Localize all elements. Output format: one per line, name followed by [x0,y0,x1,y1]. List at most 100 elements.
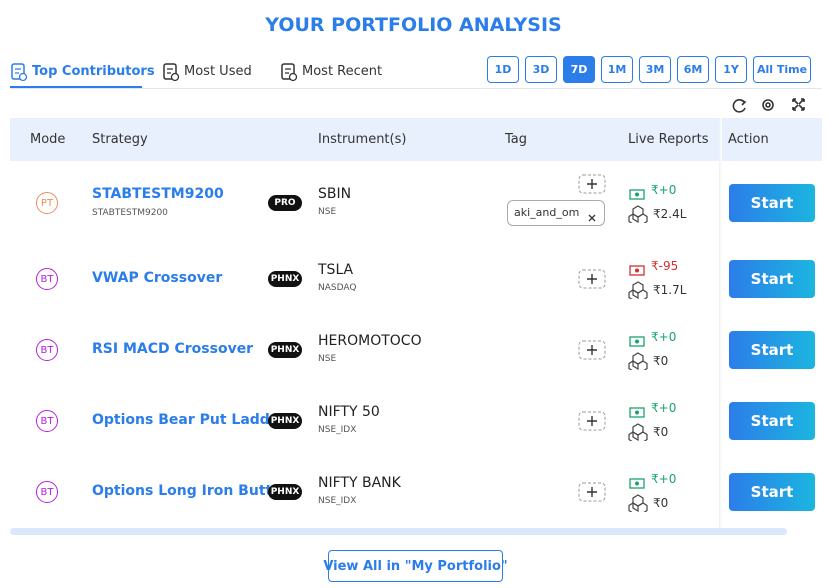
column-header: Mode [30,132,66,147]
start-button[interactable]: Start [729,331,815,369]
tab[interactable]: Top Contributors [32,64,155,79]
capital-icon [628,423,648,443]
platform-badge: PHNX [268,271,302,287]
pnl-icon [629,261,645,276]
tag-remove-svg [588,214,596,222]
strategy-name[interactable]: VWAP Crossover [92,270,223,286]
strategy-name[interactable]: STABTESTM9200 [92,186,224,202]
column-header: Tag [505,132,528,147]
exchange: NSE_IDX [318,425,357,435]
capital: ₹0 [653,496,669,510]
column-header: Instrument(s) [318,132,407,147]
page-title: YOUR PORTFOLIO ANALYSIS [265,14,562,36]
expand-icon[interactable] [792,98,805,111]
instrument-name: NIFTY BANK [318,475,401,491]
tab-icon [280,62,298,82]
column-header: Action [728,132,769,147]
tag-remove[interactable] [587,208,597,222]
tag-chip [507,200,605,226]
add-tag-button[interactable] [578,482,606,502]
capital-icon [628,281,648,301]
pnl: ₹+0 [651,330,677,344]
tabs-divider [10,88,822,89]
platform-badge: PHNX [268,484,302,500]
capital-icon [628,205,648,225]
capital-icon [628,352,648,372]
period-button[interactable]: 7D [563,56,595,83]
pnl: ₹+0 [651,401,677,415]
pnl: ₹-95 [651,259,679,273]
column-header: Live Reports [628,132,709,147]
strategy-name[interactable]: Options Long Iron Butte... [92,483,298,499]
scrollbar[interactable] [10,528,787,535]
capital: ₹0 [653,425,669,439]
exchange: NSE_IDX [318,496,357,506]
capital-icon-svg [628,494,648,514]
capital: ₹2.4L [653,207,687,221]
pnl-icon [629,185,645,200]
pnl-icon [629,474,645,489]
exchange: NASDAQ [318,283,357,293]
capital: ₹1.7L [653,283,687,297]
period-button[interactable]: 1Y [715,56,747,83]
tag-text: aki_and_om [514,206,580,219]
capital: ₹0 [653,354,669,368]
instrument-name: NIFTY 50 [318,404,380,420]
tab[interactable]: Most Recent [302,64,383,79]
refresh-icon[interactable] [732,99,746,113]
table-header [10,118,822,161]
tab[interactable]: Most Used [184,64,252,79]
pnl-icon-svg [629,336,645,347]
tab-underline [10,86,142,88]
view-all-button[interactable]: View All in "My Portfolio" [323,550,508,582]
strategy-name[interactable]: RSI MACD Crossover [92,341,254,357]
period-button[interactable]: 6M [677,56,709,83]
tab-icon-svg [163,63,180,82]
period-button[interactable]: 1M [601,56,633,83]
add-tag-button[interactable] [578,174,606,194]
mode-badge: PT [36,192,58,214]
pnl: ₹+0 [651,183,677,197]
pnl-icon-svg [629,189,645,200]
pnl-icon-svg [629,265,645,276]
period-button[interactable]: 3D [525,56,557,83]
start-button[interactable]: Start [729,260,815,298]
pnl: ₹+0 [651,472,677,486]
add-tag-button-svg [578,411,606,431]
strategy-subtitle: STABTESTM9200 [92,208,168,218]
settings-icon[interactable] [762,99,774,111]
period-button[interactable]: 1D [487,56,519,83]
add-tag-button-svg [578,269,606,289]
mode-badge: BT [36,268,58,290]
add-tag-button-svg [578,340,606,360]
capital-icon-svg [628,423,648,443]
capital-icon-svg [628,205,648,225]
platform-badge: PHNX [268,342,302,358]
exchange: NSE [318,207,337,217]
column-header: Strategy [92,132,148,147]
strategy-name[interactable]: Options Bear Put Ladder [92,412,287,428]
period-button[interactable]: 3M [639,56,671,83]
instrument-name: SBIN [318,186,352,202]
capital-icon [628,494,648,514]
pnl-icon-svg [629,478,645,489]
add-tag-button[interactable] [578,269,606,289]
pnl-icon [629,403,645,418]
tab-icon [162,62,180,82]
toolbar-icons [732,98,805,113]
period-button[interactable]: All Time [753,56,811,83]
pnl-icon [629,332,645,347]
start-button[interactable]: Start [729,402,815,440]
start-button[interactable]: Start [729,473,815,511]
start-button[interactable]: Start [729,184,815,222]
capital-icon-svg [628,281,648,301]
instrument-name: HEROMOTOCO [318,333,422,349]
platform-badge: PRO [268,195,302,211]
tab-icon [10,62,28,82]
mode-badge: BT [36,481,58,503]
mode-badge: BT [36,410,58,432]
mode-badge: BT [36,339,58,361]
add-tag-button[interactable] [578,340,606,360]
add-tag-button[interactable] [578,411,606,431]
